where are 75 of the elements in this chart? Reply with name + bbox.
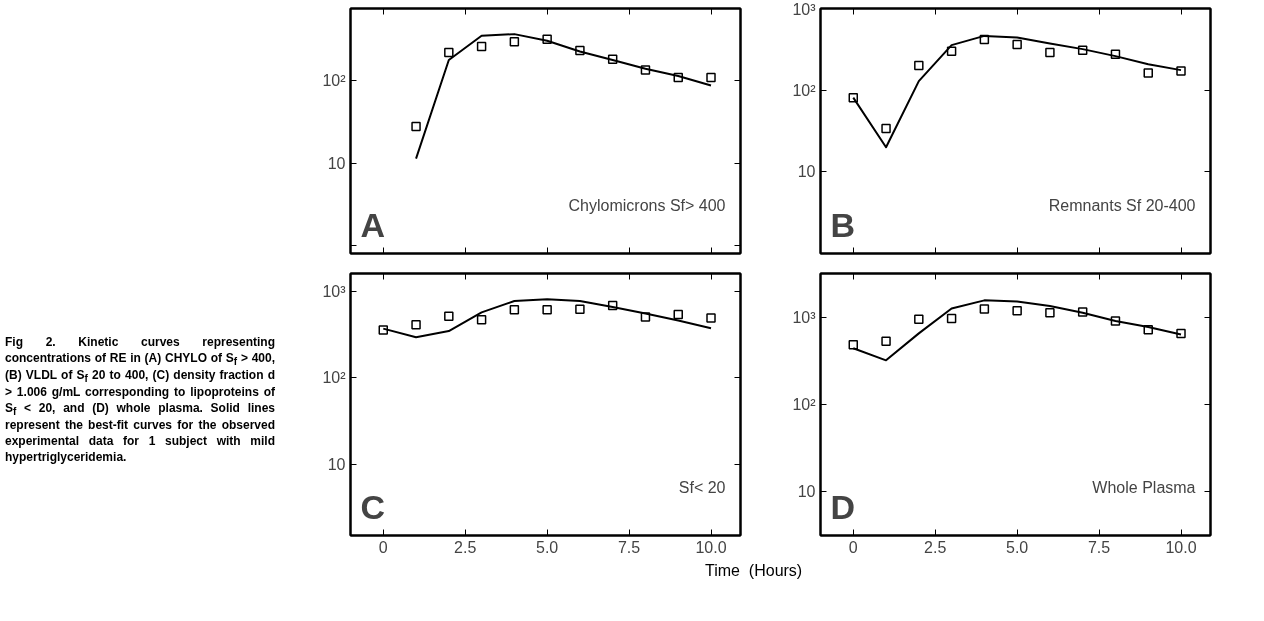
text: Sf< 20 [678,478,726,496]
point [1143,68,1153,78]
x-tick-label: 2.5 [924,538,947,556]
point [1045,47,1055,58]
point [848,339,859,350]
point [476,315,487,325]
x-tick-label: 10.0 [695,538,727,556]
point [1077,307,1088,317]
y-tick-label: 10³ [792,308,817,326]
point [1176,66,1186,76]
point [509,37,520,47]
point [542,34,552,44]
point [706,313,716,323]
text: Whole Plasma [1092,478,1196,496]
y-tick-label: 10 [797,163,816,181]
point [575,304,585,314]
x-tick-label: 0 [378,538,388,556]
point [673,309,683,320]
point [607,54,618,64]
y-tick-label: 10 [327,455,346,473]
point [1143,325,1153,335]
point [542,305,552,315]
point [706,72,716,83]
y-tick-label: 10² [792,81,817,99]
x-tick-label: 5.0 [536,538,559,556]
point [1110,49,1121,59]
point [1077,45,1088,55]
point [914,314,924,324]
point [411,319,421,330]
point [444,47,454,58]
point [979,34,990,45]
y-tick-label: 10³ [792,0,817,18]
point [640,65,651,75]
point [1012,39,1022,50]
point [946,46,957,56]
point [881,336,891,346]
x-tick-label: 7.5 [617,538,641,556]
point [979,304,990,314]
point [411,121,421,132]
point [914,60,924,71]
point [509,305,520,315]
point [640,312,651,322]
x-tick-label: 10.0 [1165,538,1197,556]
point [378,325,389,335]
point [848,92,859,103]
x-tick-label: 5.0 [1006,538,1029,556]
y-tick-label: 10 [797,482,816,500]
line-series [415,33,712,160]
text: A [360,205,386,244]
point [1110,316,1121,326]
y-tick-label: 10² [792,395,817,413]
text: C [360,487,386,526]
point [575,45,585,56]
x-tick-label: 2.5 [454,538,477,556]
text: Chylomicrons Sf> 400 [568,196,726,214]
point [946,313,957,324]
y-tick-label: 10 [327,154,346,172]
text: Remnants Sf 20-400 [1048,196,1196,214]
y-tick-label: 10³ [322,282,347,300]
point [444,311,454,321]
x-axis-title: Time (Hours) [705,561,803,581]
point [476,41,487,52]
point [673,72,683,83]
x-tick-label: 0 [848,538,858,556]
text: B [830,205,856,244]
y-tick-label: 10² [322,72,347,90]
y-tick-label: 10² [322,369,347,387]
point [1012,305,1022,316]
point [881,123,891,134]
point [1045,308,1055,318]
point [1176,328,1186,339]
text: Fig 2. Kinetic curves representing concentrations of RE in (A) CHYLO of S$_{f}$ > 400, (B) VLDL of S$_{f}$ 20 to 400, (C) density fraction d > 1.006 g/mL corresponding to lipoproteins of S$_{f}$ < 20, and (D) whole plasma. Solid lines represent the best-fit curves for the observed experimental data for 1 subject with mild hypertriglyceridemia. [5,335,275,464]
x-tick-label: 7.5 [1087,538,1111,556]
point [607,300,618,311]
text: D [830,487,856,526]
